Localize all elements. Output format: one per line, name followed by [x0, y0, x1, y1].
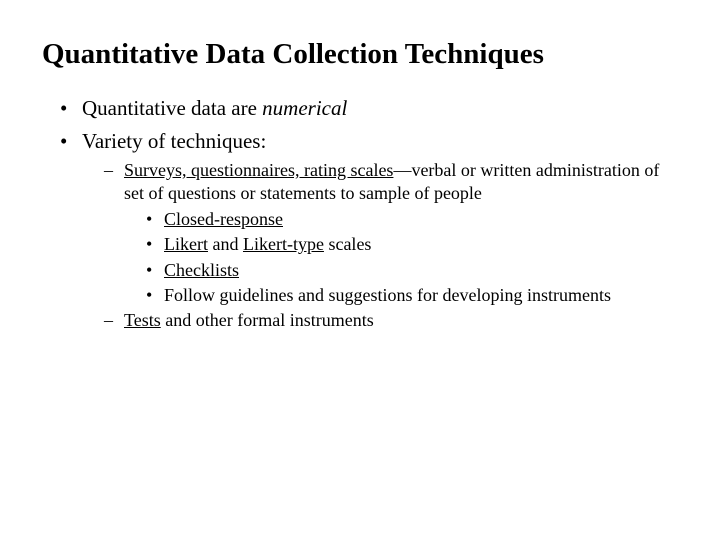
- bullet-item: Surveys, questionnaires, rating scales—v…: [104, 159, 678, 307]
- underlined-text: Tests: [124, 310, 161, 330]
- bullet-text: and: [208, 234, 243, 254]
- underlined-text: Surveys, questionnaires, rating scales: [124, 160, 393, 180]
- bullet-item: Quantitative data are numerical: [60, 94, 678, 122]
- bullet-list-level3: Closed-response Likert and Likert-type s…: [124, 208, 678, 308]
- slide-title: Quantitative Data Collection Techniques: [42, 36, 678, 72]
- underlined-text: Closed-response: [164, 209, 283, 229]
- bullet-item: Tests and other formal instruments: [104, 309, 678, 332]
- bullet-item: Closed-response: [146, 208, 678, 231]
- underlined-text: Likert: [164, 234, 208, 254]
- bullet-item: Likert and Likert-type scales: [146, 233, 678, 256]
- bullet-item: Variety of techniques: Surveys, question…: [60, 127, 678, 333]
- bullet-text: scales: [324, 234, 371, 254]
- bullet-text: Variety of techniques:: [82, 129, 266, 153]
- bullet-item: Follow guidelines and suggestions for de…: [146, 284, 678, 307]
- slide: Quantitative Data Collection Techniques …: [0, 0, 720, 540]
- italic-text: numerical: [262, 96, 347, 120]
- bullet-item: Checklists: [146, 259, 678, 282]
- underlined-text: Likert-type: [243, 234, 324, 254]
- bullet-text: and other formal instruments: [161, 310, 374, 330]
- underlined-text: Checklists: [164, 260, 239, 280]
- bullet-text: Follow guidelines and suggestions for de…: [164, 285, 611, 305]
- bullet-text: Quantitative data are: [82, 96, 262, 120]
- bullet-list-level2: Surveys, questionnaires, rating scales—v…: [82, 159, 678, 333]
- bullet-list-level1: Quantitative data are numerical Variety …: [42, 94, 678, 332]
